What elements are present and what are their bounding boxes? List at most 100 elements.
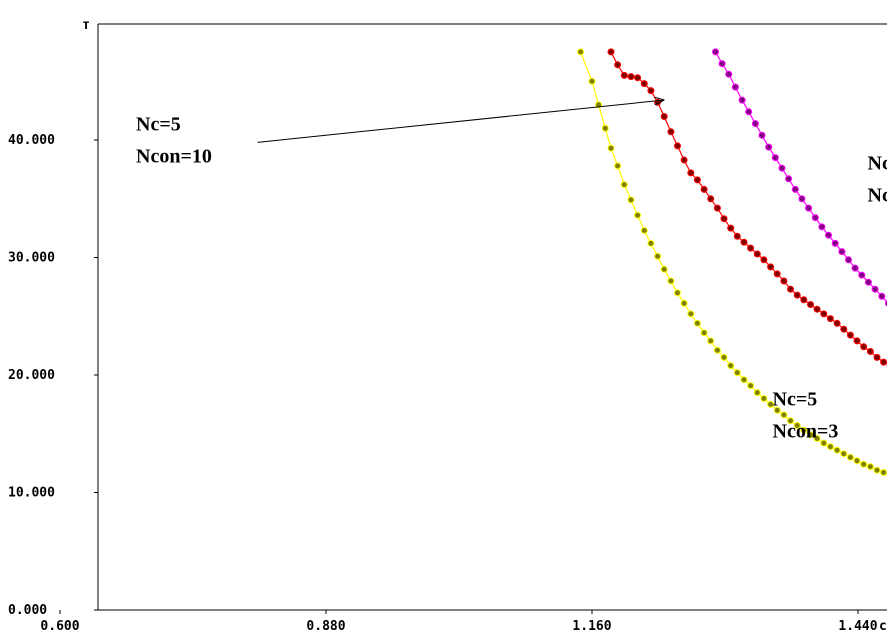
data-point-1-0 <box>608 49 614 55</box>
data-point-0-45 <box>881 470 887 476</box>
data-point-0-40 <box>847 454 853 460</box>
data-point-0-21 <box>721 354 727 360</box>
data-point-2-18 <box>832 240 838 246</box>
annotation-0-line-0: Nc=5 <box>136 114 181 136</box>
data-point-1-1 <box>615 62 621 68</box>
data-point-0-6 <box>621 182 627 188</box>
data-point-1-3 <box>628 74 634 80</box>
data-point-1-24 <box>768 264 774 270</box>
data-point-1-26 <box>781 278 787 284</box>
data-point-1-40 <box>874 354 880 360</box>
data-point-1-36 <box>847 332 853 338</box>
y-axis-end-label: т <box>82 18 90 33</box>
y-tick-label-3: 30.000 <box>8 251 55 266</box>
data-point-1-38 <box>861 344 867 350</box>
annotation-2-line-0: Nc=5 <box>773 389 818 411</box>
data-point-1-30 <box>808 302 814 308</box>
x-tick-label-3: 1.440 <box>838 619 877 633</box>
y-tick-label-4: 40.000 <box>8 133 55 148</box>
data-point-1-23 <box>761 257 767 263</box>
data-point-1-15 <box>708 196 714 202</box>
data-point-0-7 <box>628 197 634 203</box>
data-point-0-5 <box>615 163 621 169</box>
data-point-0-18 <box>701 330 707 336</box>
data-point-0-26 <box>754 390 760 396</box>
series-line-1 <box>611 52 887 485</box>
annotation-1-line-1: Ncon=3 <box>868 184 887 206</box>
data-point-0-20 <box>714 347 720 353</box>
data-point-1-5 <box>641 81 647 87</box>
data-point-1-19 <box>734 233 740 239</box>
data-point-0-11 <box>655 253 661 259</box>
data-point-1-2 <box>621 72 627 78</box>
data-point-0-24 <box>741 377 747 383</box>
data-point-1-8 <box>661 114 667 120</box>
data-point-0-10 <box>648 240 654 246</box>
tick-layer: 0.6000.8801.1601.4401.7200.00010.00020.0… <box>8 133 887 633</box>
data-point-2-3 <box>732 84 738 90</box>
data-point-2-22 <box>859 272 865 278</box>
data-point-0-41 <box>854 458 860 464</box>
data-point-2-1 <box>719 61 725 67</box>
annotation-arrow <box>258 100 664 142</box>
data-point-2-10 <box>779 165 785 171</box>
y-tick-label-1: 10.000 <box>8 486 55 501</box>
data-point-2-0 <box>713 49 719 55</box>
data-point-1-16 <box>714 205 720 211</box>
data-point-2-24 <box>872 286 878 292</box>
annotation-0-line-1: Ncon=10 <box>136 146 212 168</box>
data-point-1-12 <box>688 170 694 176</box>
data-point-2-23 <box>865 279 871 285</box>
data-point-1-14 <box>701 186 707 192</box>
data-point-1-37 <box>854 338 860 344</box>
data-point-1-11 <box>681 157 687 163</box>
x-tick-label-2: 1.160 <box>572 619 611 633</box>
data-point-0-8 <box>635 212 641 218</box>
axes-layer: т c <box>82 18 887 633</box>
data-point-2-9 <box>772 155 778 161</box>
data-point-2-14 <box>806 205 812 211</box>
x-axis-end-label: c <box>879 619 887 633</box>
data-point-1-35 <box>841 326 847 332</box>
data-point-2-25 <box>879 293 885 299</box>
data-point-0-37 <box>827 444 833 450</box>
data-point-2-7 <box>759 132 765 138</box>
data-point-0-4 <box>608 145 614 151</box>
data-point-1-33 <box>827 316 833 322</box>
data-point-0-30 <box>781 412 787 418</box>
data-point-1-20 <box>741 239 747 245</box>
data-point-1-31 <box>814 306 820 312</box>
data-point-0-38 <box>834 447 840 453</box>
data-point-0-9 <box>641 228 647 234</box>
data-point-1-32 <box>821 311 827 317</box>
data-point-1-10 <box>675 143 681 149</box>
data-point-2-2 <box>726 71 732 77</box>
data-point-2-21 <box>852 265 858 271</box>
data-point-0-19 <box>708 338 714 344</box>
data-point-1-9 <box>668 129 674 135</box>
data-point-1-17 <box>721 216 727 222</box>
data-point-2-17 <box>826 232 832 238</box>
data-point-2-16 <box>819 224 825 230</box>
data-point-1-39 <box>867 349 873 355</box>
data-point-1-27 <box>788 286 794 292</box>
data-point-2-8 <box>766 144 772 150</box>
x-tick-label-0: 0.600 <box>40 619 79 633</box>
data-point-1-4 <box>635 75 641 81</box>
data-point-0-42 <box>861 461 867 467</box>
y-tick-label-2: 20.000 <box>8 368 55 383</box>
data-point-2-11 <box>786 176 792 182</box>
series-line-0 <box>581 52 887 529</box>
data-point-0-22 <box>728 363 734 369</box>
data-point-1-18 <box>728 225 734 231</box>
data-point-0-15 <box>681 300 687 306</box>
data-point-0-44 <box>874 467 880 473</box>
data-point-2-5 <box>746 109 752 115</box>
data-point-2-6 <box>752 121 758 127</box>
data-point-0-23 <box>734 370 740 376</box>
data-point-1-22 <box>754 251 760 257</box>
data-point-1-29 <box>801 297 807 303</box>
data-point-1-25 <box>774 271 780 277</box>
data-point-2-13 <box>799 196 805 202</box>
